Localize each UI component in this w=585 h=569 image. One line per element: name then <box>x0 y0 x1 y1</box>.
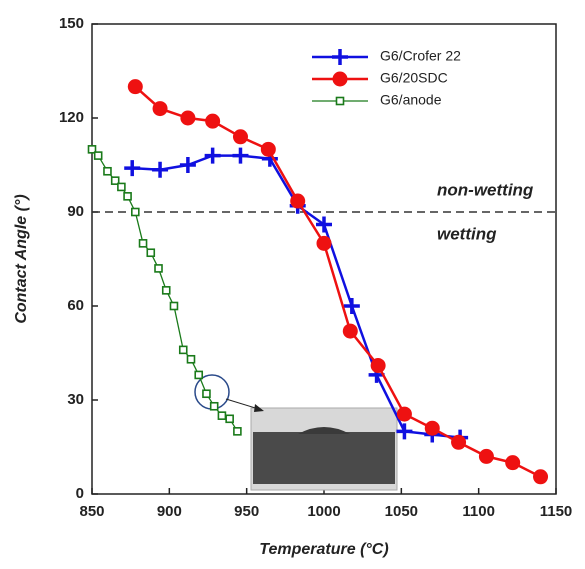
legend-label: G6/Crofer 22 <box>380 48 461 64</box>
data-point <box>209 401 219 411</box>
y-tick-label: 0 <box>76 485 84 502</box>
data-point <box>290 193 306 209</box>
data-point <box>370 358 386 374</box>
data-point <box>124 160 141 177</box>
data-point <box>316 216 332 233</box>
data-point <box>505 455 521 471</box>
legend-label: G6/20SDC <box>380 70 448 86</box>
data-point <box>178 345 188 355</box>
data-point <box>179 157 196 173</box>
data-point <box>217 411 227 420</box>
data-point <box>396 423 413 440</box>
data-point <box>533 469 549 485</box>
data-point <box>103 166 112 176</box>
data-point <box>110 176 120 185</box>
y-axis-title: Contact Angle (°) <box>13 194 30 323</box>
data-point <box>424 420 440 436</box>
legend-marker <box>332 49 348 65</box>
y-tick-label: 90 <box>67 203 84 220</box>
data-point <box>225 414 234 424</box>
data-point <box>138 239 148 248</box>
x-axis-title: Temperature (°C) <box>259 541 388 558</box>
data-point <box>232 147 249 164</box>
data-point <box>205 113 221 129</box>
data-point <box>233 427 242 436</box>
pointer-arrowhead <box>254 404 264 412</box>
inset-image-dark <box>253 432 395 484</box>
data-point <box>169 301 179 311</box>
data-point <box>194 370 204 380</box>
data-point <box>146 248 156 258</box>
data-point <box>180 110 196 126</box>
data-point <box>186 354 196 364</box>
data-point <box>161 286 171 295</box>
data-point <box>127 79 143 95</box>
x-tick-label: 1050 <box>385 503 418 520</box>
data-point <box>396 406 412 422</box>
x-tick-label: 950 <box>234 503 259 520</box>
data-point <box>152 161 169 178</box>
data-point <box>131 207 140 217</box>
legend-marker <box>332 71 348 87</box>
y-tick-label: 60 <box>67 297 84 314</box>
data-point <box>316 235 332 251</box>
x-tick-label: 1000 <box>307 503 340 520</box>
x-tick-label: 900 <box>157 503 182 520</box>
annotation: wetting <box>437 224 497 243</box>
data-point <box>93 151 103 160</box>
data-point <box>202 389 211 399</box>
x-tick-label: 1100 <box>462 503 495 520</box>
data-point <box>342 323 358 339</box>
data-point <box>117 182 126 192</box>
legend-marker <box>335 96 345 106</box>
data-point <box>232 129 248 145</box>
data-point <box>260 141 276 157</box>
data-point <box>343 298 360 314</box>
data-point <box>204 147 221 164</box>
data-point <box>478 448 494 464</box>
inset-droplet <box>298 427 350 434</box>
data-point <box>154 264 163 273</box>
series-line <box>134 85 542 478</box>
legend-label: G6/anode <box>380 92 442 108</box>
x-tick-label: 850 <box>79 503 104 520</box>
data-point <box>87 145 97 154</box>
data-point <box>152 101 168 117</box>
x-tick-label: 1150 <box>540 503 573 520</box>
y-tick-label: 30 <box>67 391 84 408</box>
annotation: non-wetting <box>437 180 534 199</box>
y-tick-label: 150 <box>59 15 84 32</box>
data-point <box>451 434 467 450</box>
y-tick-label: 120 <box>59 109 84 126</box>
data-point <box>123 192 132 201</box>
